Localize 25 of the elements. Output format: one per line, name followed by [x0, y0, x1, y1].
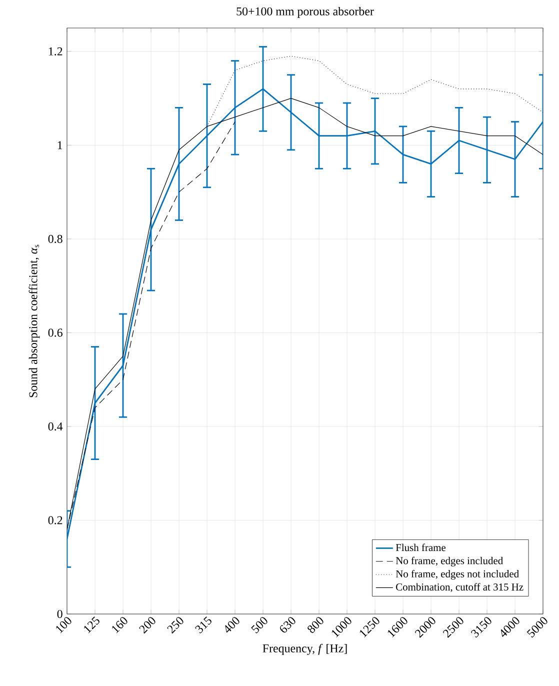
- legend-label: Flush frame: [396, 544, 446, 552]
- y-axis-title: Sound absorption coefficient, α$_{s}$: [28, 244, 40, 398]
- y-tick-label: 0.6: [48, 328, 62, 337]
- x-tick-label: 315: [195, 616, 212, 634]
- x-axis-title: Frequency, f [Hz]: [262, 644, 347, 655]
- x-tick-label: 4000: [501, 617, 520, 637]
- y-tick-label: 1: [58, 141, 62, 150]
- y-tick-label: 0: [57, 610, 62, 618]
- y-tick-label: 0.2: [48, 516, 62, 524]
- y-tick-label: 0.4: [48, 422, 63, 431]
- y-tick-label: 0.8: [48, 234, 62, 244]
- x-tick-label: 250: [167, 617, 184, 634]
- x-tick-label: 500: [251, 617, 268, 634]
- x-tick-label: 800: [308, 617, 324, 633]
- y-tick-label: 1.2: [48, 47, 62, 56]
- x-tick-label: 630: [280, 617, 296, 633]
- legend-label: No frame, edges not included: [396, 570, 519, 580]
- legend-label: No frame, edges included: [396, 556, 503, 566]
- x-tick-label: 125: [84, 616, 100, 634]
- x-tick-label: 400: [225, 617, 240, 633]
- x-tick-label: 200: [139, 617, 156, 634]
- chart-title: 50+100 mm porous absorber: [236, 6, 374, 18]
- x-tick-label: 100: [56, 617, 72, 634]
- x-tick-label: 160: [112, 617, 128, 634]
- legend-label: Combination, cutoff at 315 Hz: [396, 583, 524, 592]
